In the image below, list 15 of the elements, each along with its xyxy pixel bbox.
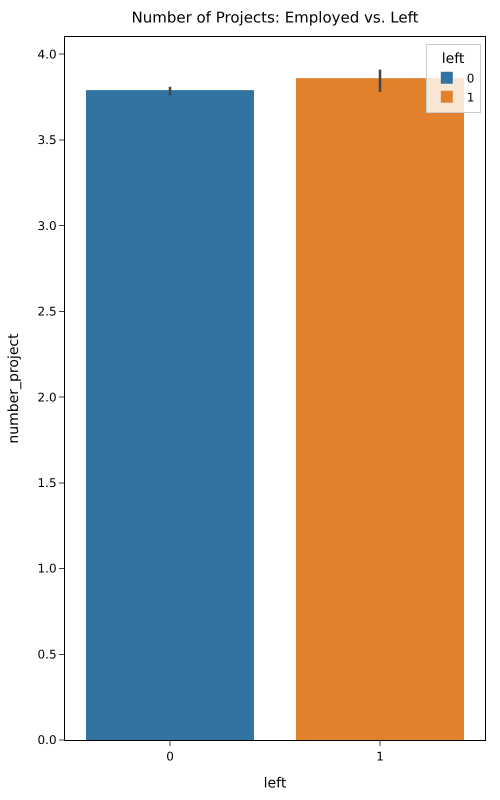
- y-tick-label: 2.5: [38, 304, 57, 319]
- legend-label: 0: [466, 71, 474, 86]
- legend-title: left: [442, 51, 465, 68]
- y-tick-label: 3.5: [38, 133, 57, 148]
- chart-title: Number of Projects: Employed vs. Left: [131, 8, 419, 26]
- y-tick-label: 0.0: [38, 733, 57, 748]
- y-tick-label: 0.5: [38, 647, 57, 662]
- y-tick-label: 4.0: [38, 47, 57, 62]
- legend-label: 1: [466, 90, 474, 104]
- x-axis-title: left: [264, 776, 287, 792]
- y-tick-label: 1.5: [38, 476, 57, 490]
- y-tick-label: 1.0: [38, 562, 57, 576]
- y-tick-label: 3.0: [38, 218, 57, 233]
- y-axis-title: number_project: [6, 332, 22, 444]
- y-tick-label: 2.0: [38, 390, 57, 404]
